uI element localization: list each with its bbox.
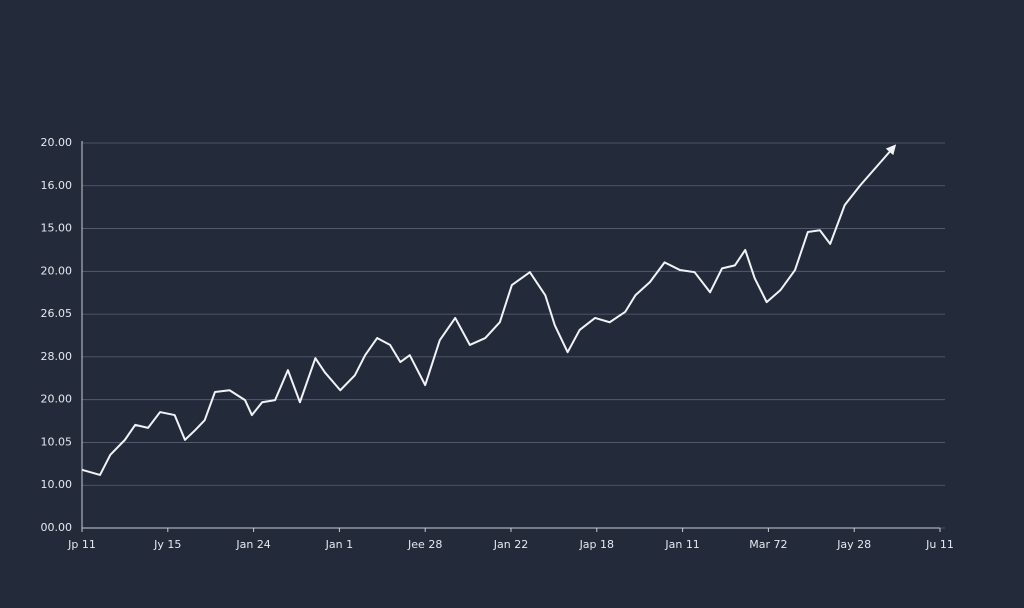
y-tick-label: 20.00 (41, 393, 73, 406)
x-tick-label: Mar 72 (749, 538, 787, 551)
x-tick-label: Jan 11 (664, 538, 699, 551)
x-tick-label: Jy 15 (153, 538, 181, 551)
x-tick-label: Jee 28 (407, 538, 442, 551)
y-tick-label: 20.00 (41, 136, 73, 149)
y-tick-label: 10.00 (41, 478, 73, 491)
y-tick-label: 28.00 (41, 350, 73, 363)
x-tick-label: Jp 11 (67, 538, 96, 551)
price-line (81, 144, 897, 476)
x-tick-label: Jan 24 (235, 538, 270, 551)
y-tick-label: 00.00 (41, 521, 73, 534)
x-tick-label: Ju 11 (925, 538, 954, 551)
y-tick-label: 20.00 (41, 264, 73, 277)
y-tick-label: 15.00 (41, 222, 73, 235)
x-tick-label: Jay 28 (836, 538, 871, 551)
y-tick-label: 10.05 (41, 435, 73, 448)
y-tick-label: 16.00 (41, 179, 73, 192)
x-tick-label: Jan 22 (493, 538, 528, 551)
x-tick-label: Jap 18 (579, 538, 614, 551)
y-tick-label: 26.05 (41, 307, 73, 320)
x-tick-label: Jan 1 (325, 538, 353, 551)
